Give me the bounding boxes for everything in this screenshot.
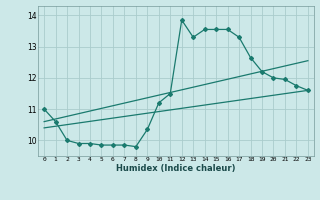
X-axis label: Humidex (Indice chaleur): Humidex (Indice chaleur) (116, 164, 236, 173)
